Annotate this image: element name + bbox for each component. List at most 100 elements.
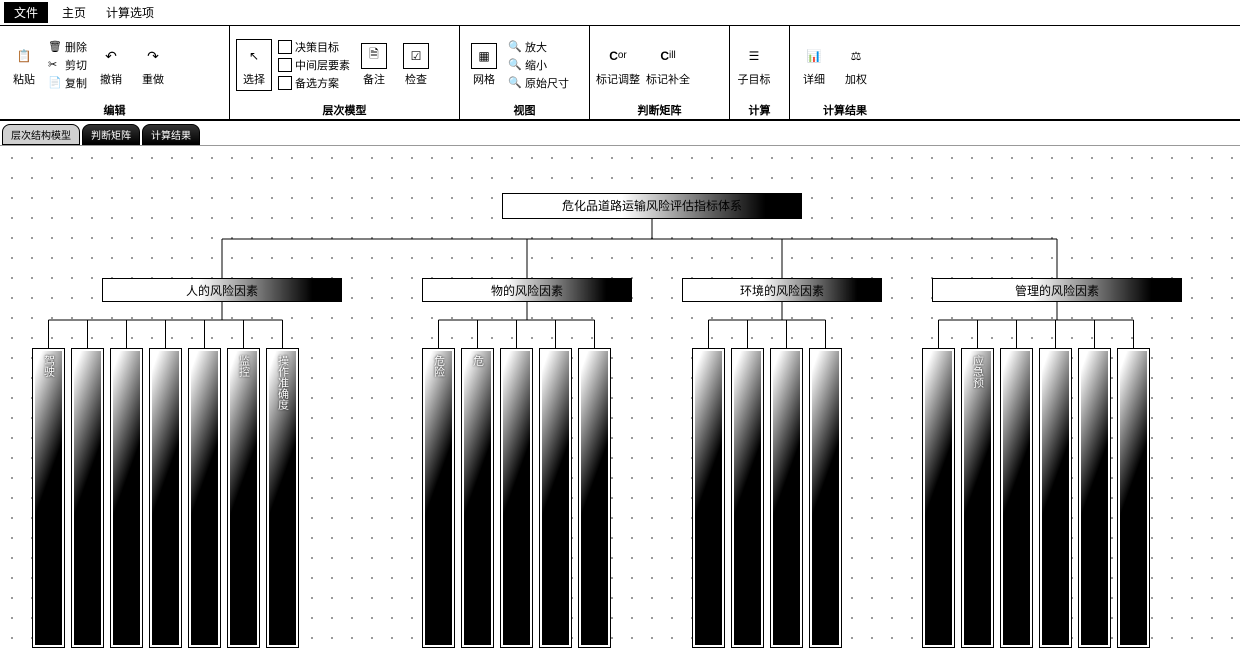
level2-node[interactable]: 管理的风险因素	[932, 278, 1182, 302]
menu-home[interactable]: 主页	[56, 2, 92, 23]
select-icon: ↖	[241, 43, 267, 69]
undo-icon: ↶	[98, 43, 124, 69]
goal-button[interactable]: 决策目标	[278, 39, 350, 55]
leaf-node[interactable]	[922, 348, 955, 648]
leaf-node[interactable]	[1117, 348, 1150, 648]
group-calc-label: 计算	[736, 100, 783, 118]
leaf-node[interactable]	[149, 348, 182, 648]
leaf-node[interactable]	[578, 348, 611, 648]
delete-button[interactable]: 🗑删除	[48, 39, 87, 55]
tab-result[interactable]: 计算结果	[142, 124, 200, 145]
menu-bar: 文件 主页 计算选项	[0, 0, 1240, 26]
zoomout-icon: 🔍	[508, 58, 522, 72]
cut-icon: ✂	[48, 58, 62, 72]
grid-icon: ▦	[471, 43, 497, 69]
ribbon-group-view: ▦ 网格 🔍放大 🔍缩小 🔍原始尺寸 视图	[460, 26, 590, 119]
leaf-node[interactable]: 操作准确度	[266, 348, 299, 648]
leaf-node[interactable]: 危险	[422, 348, 455, 648]
leaf-node[interactable]	[500, 348, 533, 648]
detail-icon: 📊	[801, 43, 827, 69]
adjust-icon-sub: or	[618, 50, 627, 61]
inspect-label: 检查	[405, 71, 427, 87]
paste-button[interactable]: 📋 粘贴	[6, 43, 42, 87]
alt-icon	[278, 76, 292, 90]
leaf-node[interactable]: 监控	[227, 348, 260, 648]
alt-button[interactable]: 备选方案	[278, 75, 350, 91]
note-label: 备注	[363, 71, 385, 87]
group-view-label: 视图	[466, 100, 583, 118]
leaf-node[interactable]	[809, 348, 842, 648]
group-model-label: 层次模型	[236, 100, 453, 118]
leaf-node[interactable]: 驾驶	[32, 348, 65, 648]
tab-matrix[interactable]: 判断矩阵	[82, 124, 140, 145]
middle-button[interactable]: 中间层要素	[278, 57, 350, 73]
level2-node[interactable]: 人的风险因素	[102, 278, 342, 302]
level2-node[interactable]: 物的风险因素	[422, 278, 632, 302]
cut-button[interactable]: ✂剪切	[48, 57, 87, 73]
leaf-node[interactable]	[1000, 348, 1033, 648]
select-label: 选择	[243, 71, 265, 87]
leaf-node[interactable]: 应急预	[961, 348, 994, 648]
paste-label: 粘贴	[13, 71, 35, 87]
inspect-button[interactable]: ☑ 检查	[398, 43, 434, 87]
middle-label: 中间层要素	[295, 57, 350, 73]
leaf-node[interactable]	[1039, 348, 1072, 648]
zoomin-button[interactable]: 🔍放大	[508, 39, 569, 55]
copy-icon: 📄	[48, 76, 62, 90]
ribbon: 📋 粘贴 🗑删除 ✂剪切 📄复制 ↶ 撤销 ↷ 重做 编辑 ↖ 选择	[0, 26, 1240, 121]
subgoal-icon: ☰	[741, 43, 767, 69]
leaf-node[interactable]	[731, 348, 764, 648]
zoomout-button[interactable]: 🔍缩小	[508, 57, 569, 73]
weight-button[interactable]: ⚖ 加权	[838, 43, 874, 87]
subgoal-button[interactable]: ☰ 子目标	[736, 43, 772, 87]
undo-button[interactable]: ↶ 撤销	[93, 43, 129, 87]
copy-label: 复制	[65, 75, 87, 91]
menu-file[interactable]: 文件	[4, 2, 48, 23]
delete-label: 删除	[65, 39, 87, 55]
leaf-node[interactable]	[110, 348, 143, 648]
leaf-node[interactable]	[539, 348, 572, 648]
zoomin-label: 放大	[525, 39, 547, 55]
menu-calc-options[interactable]: 计算选项	[100, 2, 160, 23]
zoom100-icon: 🔍	[508, 76, 522, 90]
ribbon-group-result: 📊 详细 ⚖ 加权 计算结果	[790, 26, 900, 119]
delete-icon: 🗑	[48, 40, 62, 54]
paste-icon: 📋	[11, 43, 37, 69]
root-node[interactable]: 危化品道路运输风险评估指标体系	[502, 193, 802, 219]
level2-node[interactable]: 环境的风险因素	[682, 278, 882, 302]
zoomin-icon: 🔍	[508, 40, 522, 54]
inspect-icon: ☑	[403, 43, 429, 69]
group-matrix-label: 判断矩阵	[596, 100, 723, 118]
ribbon-group-edit: 📋 粘贴 🗑删除 ✂剪切 📄复制 ↶ 撤销 ↷ 重做 编辑	[0, 26, 230, 119]
fill-button[interactable]: Cill 标记补全	[646, 43, 690, 87]
tab-hierarchy[interactable]: 层次结构模型	[2, 124, 80, 145]
goal-icon	[278, 40, 292, 54]
note-button[interactable]: 🗎 备注	[356, 43, 392, 87]
leaf-node[interactable]	[71, 348, 104, 648]
redo-button[interactable]: ↷ 重做	[135, 43, 171, 87]
group-result-label: 计算结果	[796, 100, 894, 118]
weight-label: 加权	[845, 71, 867, 87]
zoom100-label: 原始尺寸	[525, 75, 569, 91]
copy-button[interactable]: 📄复制	[48, 75, 87, 91]
grid-button[interactable]: ▦ 网格	[466, 43, 502, 87]
adjust-button[interactable]: Cor 标记调整	[596, 43, 640, 87]
detail-label: 详细	[803, 71, 825, 87]
zoom100-button[interactable]: 🔍原始尺寸	[508, 75, 569, 91]
leaf-node[interactable]	[1078, 348, 1111, 648]
weight-icon: ⚖	[843, 43, 869, 69]
middle-icon	[278, 58, 292, 72]
adjust-icon: Cor	[605, 43, 631, 69]
canvas[interactable]: 危化品道路运输风险评估指标体系人的风险因素驾驶监控操作准确度 物的风险因素危险危 环…	[2, 148, 1238, 648]
redo-label: 重做	[142, 71, 164, 87]
leaf-node[interactable]	[692, 348, 725, 648]
goal-label: 决策目标	[295, 39, 339, 55]
detail-button[interactable]: 📊 详细	[796, 43, 832, 87]
leaf-node[interactable]	[188, 348, 221, 648]
leaf-node[interactable]	[770, 348, 803, 648]
select-button[interactable]: ↖ 选择	[236, 39, 272, 91]
leaf-node[interactable]: 危	[461, 348, 494, 648]
ribbon-group-matrix: Cor 标记调整 Cill 标记补全 判断矩阵	[590, 26, 730, 119]
adjust-label: 标记调整	[596, 71, 640, 87]
grid-label: 网格	[473, 71, 495, 87]
